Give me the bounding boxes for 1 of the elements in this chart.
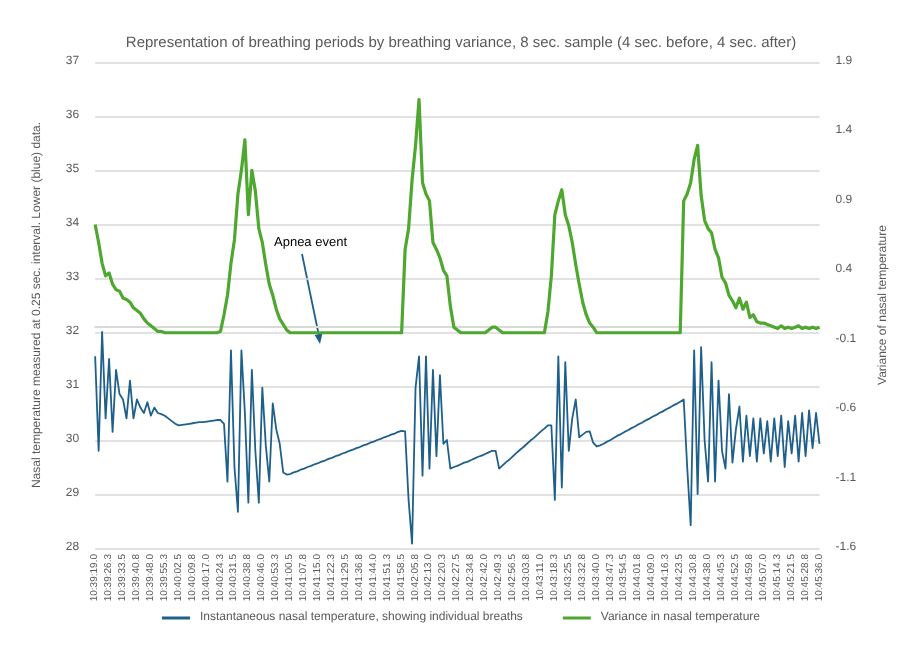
line-series [94, 331, 821, 545]
